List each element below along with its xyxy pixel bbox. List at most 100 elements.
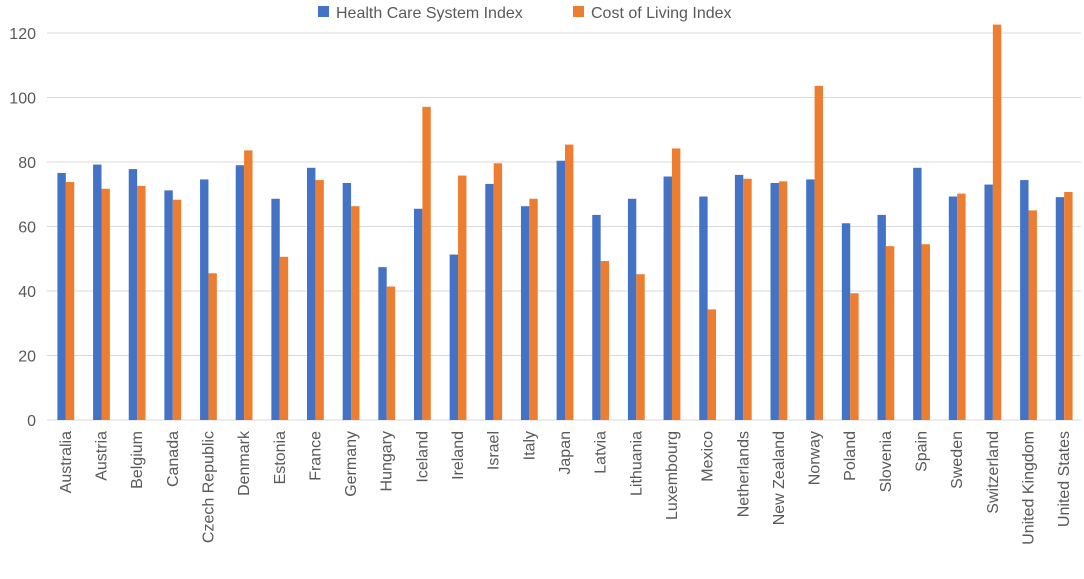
bar-health-care-system-index-norway: [806, 179, 815, 420]
y-tick-label: 20: [18, 349, 36, 366]
x-category-label: Czech Republic: [200, 431, 217, 543]
x-category-label: France: [307, 431, 324, 481]
x-category-label: Germany: [343, 431, 360, 497]
bar-cost-of-living-index-luxembourg: [671, 148, 681, 420]
x-category-label: Hungary: [379, 431, 396, 491]
x-category-label: New Zealand: [771, 431, 788, 525]
bar-cost-of-living-index-canada: [172, 199, 182, 420]
legend-swatch-health-care-system-index: [318, 6, 329, 17]
bar-cost-of-living-index-poland: [850, 293, 859, 420]
bar-cost-of-living-index-norway: [814, 85, 823, 420]
bar-cost-of-living-index-czech-republic: [208, 273, 217, 420]
bar-cost-of-living-index-germany: [351, 206, 360, 420]
bar-cost-of-living-index-mexico: [707, 309, 717, 420]
bar-cost-of-living-index-slovenia: [885, 246, 895, 420]
bar-health-care-system-index-sweden: [948, 196, 958, 420]
y-tick-label: 100: [9, 91, 36, 108]
x-category-label: Latvia: [593, 431, 610, 474]
bar-health-care-system-index-mexico: [699, 196, 708, 420]
bar-health-care-system-index-germany: [342, 182, 352, 420]
x-category-label: United States: [1056, 431, 1073, 527]
y-tick-label: 120: [9, 26, 36, 43]
x-axis: Australia Austria Belgium Canada Czech Repub…: [58, 430, 1073, 545]
x-category-label: Canada: [165, 431, 182, 487]
bar-health-care-system-index-japan: [556, 160, 565, 420]
bar-cost-of-living-index-lithuania: [636, 274, 645, 420]
y-axis: 0 20 40 60 80 100 120: [9, 26, 36, 430]
bar-health-care-system-index-austria: [93, 164, 102, 420]
x-category-label: Ireland: [450, 431, 467, 480]
bar-health-care-system-index-france: [307, 167, 316, 420]
bar-cost-of-living-index-australia: [65, 181, 75, 420]
x-category-label: Lithuania: [628, 431, 645, 496]
bar-cost-of-living-index-denmark: [244, 150, 253, 420]
bar-cost-of-living-index-estonia: [279, 256, 289, 420]
x-category-label: Denmark: [236, 430, 253, 496]
x-category-label: Switzerland: [985, 431, 1002, 514]
legend-label-cost-of-living-index: Cost of Living Index: [591, 5, 732, 22]
legend: Health Care System Index Cost of Living I…: [318, 5, 732, 22]
bar-health-care-system-index-estonia: [271, 198, 280, 420]
bar-cost-of-living-index-netherlands: [743, 178, 752, 420]
x-category-label: Belgium: [129, 431, 146, 489]
x-category-label: Estonia: [272, 431, 289, 484]
bar-health-care-system-index-australia: [57, 172, 66, 420]
legend-swatch-cost-of-living-index: [573, 6, 584, 17]
x-category-label: Slovenia: [878, 431, 895, 492]
x-category-label: Mexico: [700, 431, 717, 482]
x-category-label: Netherlands: [735, 431, 752, 517]
bar-cost-of-living-index-italy: [529, 198, 538, 420]
bar-cost-of-living-index-japan: [565, 144, 574, 420]
bar-cost-of-living-index-united-states: [1064, 191, 1073, 420]
bar-health-care-system-index-denmark: [235, 165, 245, 420]
bar-health-care-system-index-hungary: [378, 267, 387, 420]
bar-health-care-system-index-ireland: [449, 254, 459, 420]
bar-health-care-system-index-belgium: [128, 169, 138, 420]
bar-cost-of-living-index-belgium: [137, 185, 146, 420]
bar-health-care-system-index-slovenia: [877, 214, 886, 420]
bar-health-care-system-index-new-zealand: [770, 182, 779, 420]
x-category-label: Japan: [557, 431, 574, 475]
bar-health-care-system-index-poland: [841, 223, 851, 420]
y-tick-label: 40: [18, 284, 36, 301]
bar-health-care-system-index-united-states: [1055, 197, 1065, 420]
bar-health-care-system-index-latvia: [592, 214, 601, 420]
x-category-label: Austria: [93, 431, 110, 481]
x-category-label: United Kingdom: [1021, 431, 1038, 545]
bar-cost-of-living-index-new-zealand: [778, 181, 788, 420]
y-tick-label: 60: [18, 220, 36, 237]
bar-health-care-system-index-italy: [520, 206, 530, 420]
bar-health-care-system-index-czech-republic: [200, 179, 209, 420]
x-category-label: Luxembourg: [664, 431, 681, 520]
bar-health-care-system-index-iceland: [413, 208, 423, 420]
x-category-label: Israel: [486, 431, 503, 470]
x-category-label: Poland: [842, 431, 859, 481]
bar-cost-of-living-index-latvia: [600, 261, 610, 420]
x-category-label: Sweden: [949, 431, 966, 489]
bar-health-care-system-index-united-kingdom: [1020, 180, 1029, 420]
bar-cost-of-living-index-iceland: [422, 106, 431, 420]
bar-health-care-system-index-lithuania: [627, 198, 637, 420]
bar-health-care-system-index-netherlands: [734, 174, 744, 420]
bar-cost-of-living-index-france: [315, 180, 324, 420]
bar-health-care-system-index-switzerland: [984, 184, 993, 420]
bar-health-care-system-index-spain: [913, 167, 922, 420]
bar-cost-of-living-index-united-kingdom: [1028, 210, 1037, 420]
y-tick-label: 0: [27, 413, 36, 430]
bar-health-care-system-index-israel: [485, 183, 494, 420]
bar-health-care-system-index-canada: [164, 190, 173, 420]
bars: [57, 24, 1073, 421]
x-category-label: Spain: [914, 431, 931, 472]
x-category-label: Iceland: [414, 431, 431, 483]
x-category-label: Norway: [807, 431, 824, 485]
bar-cost-of-living-index-israel: [493, 163, 503, 421]
bar-cost-of-living-index-austria: [101, 188, 110, 420]
bar-cost-of-living-index-ireland: [458, 175, 467, 420]
bar-cost-of-living-index-hungary: [386, 286, 396, 420]
bar-cost-of-living-index-spain: [921, 244, 930, 420]
bar-health-care-system-index-luxembourg: [663, 176, 672, 420]
bar-cost-of-living-index-switzerland: [992, 24, 1002, 421]
y-tick-label: 80: [18, 155, 36, 172]
